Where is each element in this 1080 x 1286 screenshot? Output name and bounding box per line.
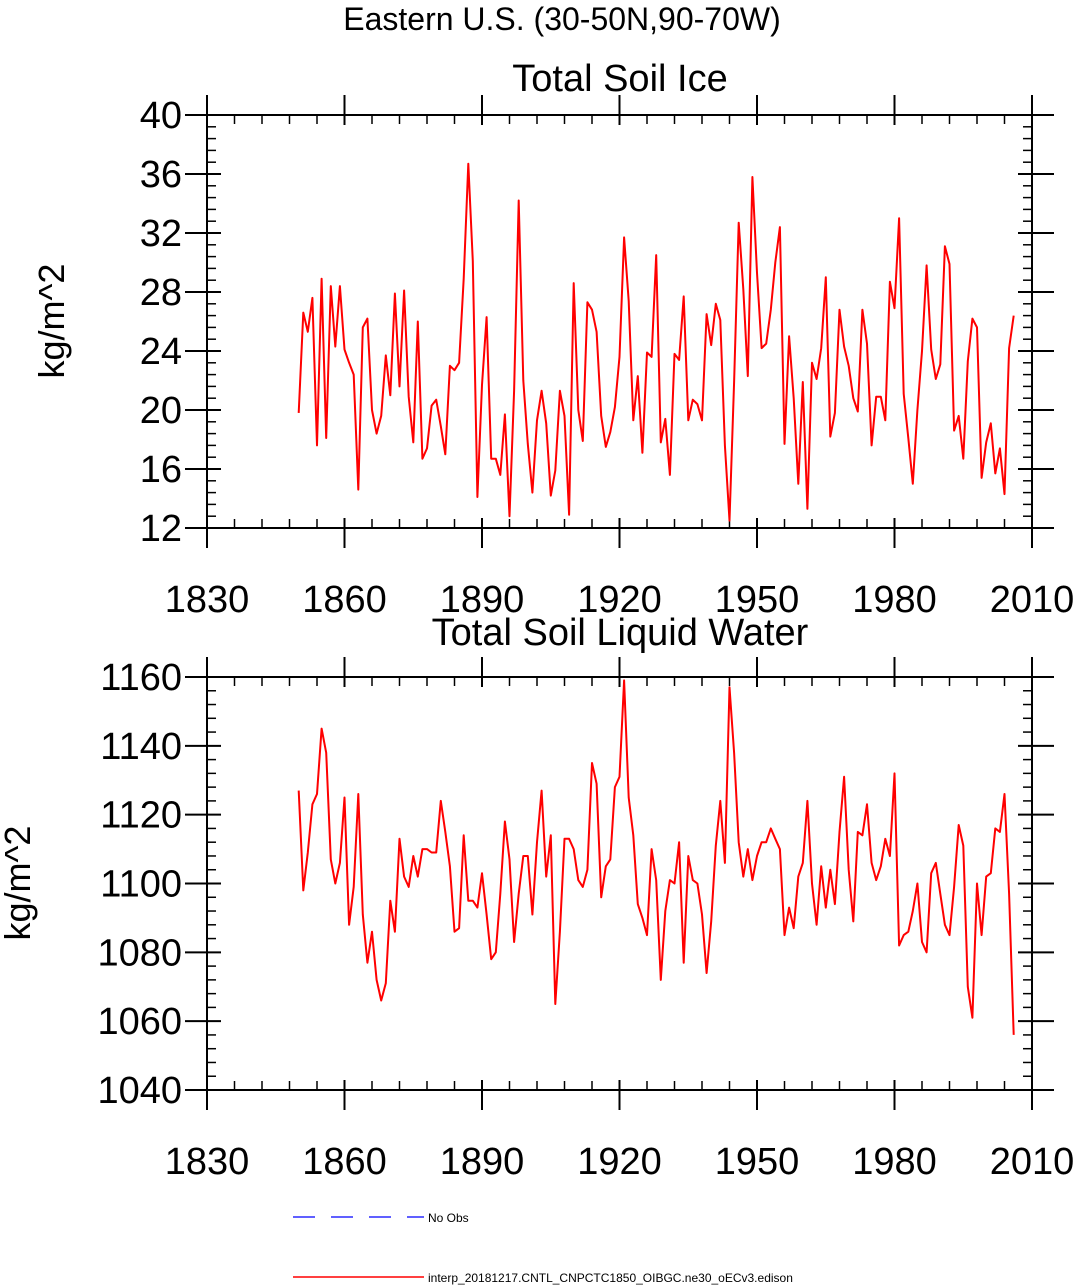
soil-liquid-water-y-tick-label: 1080 [97, 932, 182, 974]
soil-ice-y-tick-label: 28 [140, 272, 182, 314]
soil-ice-x-tick-label: 1890 [440, 579, 525, 621]
soil-liquid-water-x-tick-label: 1830 [165, 1141, 250, 1183]
soil-ice-ylabel: kg/m^2 [31, 264, 72, 379]
soil-liquid-water-y-tick-label: 1040 [97, 1070, 182, 1112]
soil-ice-y-tick-label: 20 [140, 390, 182, 432]
soil-liquid-water-y-tick-label: 1100 [100, 864, 182, 906]
soil-liquid-water-x-tick-label: 1890 [440, 1141, 525, 1183]
soil-ice-x-tick-label: 1920 [577, 579, 662, 621]
legend-obs-label: No Obs [428, 1211, 469, 1225]
soil-liquid-water-tick-labels: 1830 1860 1890 1920 1950 1980 2010 1040 1060 1080… [97, 657, 1074, 1183]
soil-liquid-water-x-tick-label: 1950 [715, 1141, 800, 1183]
soil-liquid-water-ylabel: kg/m^2 [0, 826, 38, 941]
soil-ice-plot-frame [206, 114, 1033, 529]
soil-ice-y-tick-label: 40 [140, 95, 182, 137]
soil-liquid-water-y-tick-label: 1160 [100, 657, 182, 699]
soil-ice-title: Total Soil Ice [512, 58, 727, 100]
soil-liquid-water-x-tick-label: 2010 [990, 1141, 1075, 1183]
figure-title: Eastern U.S. (30-50N,90-70W) [343, 1, 781, 37]
legend: No Obs interp_20181217.CNTL_CNPCTC1850_O… [293, 1211, 793, 1285]
soil-ice-tick-labels: 1830 1860 1890 1920 1950 1980 2010 12 16 20 24 28 32… [140, 95, 1075, 621]
soil-ice-x-tick-label: 2010 [990, 579, 1075, 621]
soil-liquid-water-y-tick-label: 1140 [100, 726, 182, 768]
soil-ice-x-tick-label: 1830 [165, 579, 250, 621]
soil-liquid-water-title: Total Soil Liquid Water [432, 612, 809, 654]
soil-ice-y-tick-label: 24 [140, 331, 182, 373]
soil-liquid-water-x-tick-label: 1980 [852, 1141, 937, 1183]
soil-liquid-water-x-tick-label: 1920 [577, 1141, 662, 1183]
soil-liquid-water-y-tick-label: 1060 [97, 1001, 182, 1043]
soil-liquid-water-y-tick-label: 1120 [100, 795, 182, 837]
soil-liquid-water-series-line [297, 679, 1015, 1035]
soil-ice-y-tick-label: 16 [140, 449, 182, 491]
soil-liquid-water-x-tick-label: 1860 [302, 1141, 387, 1183]
soil-ice-x-tick-label: 1860 [302, 579, 387, 621]
soil-liquid-water-ticks [185, 657, 1054, 1110]
legend-model-label: interp_20181217.CNTL_CNPCTC1850_OIBGC.ne… [428, 1271, 793, 1285]
soil-ice-x-tick-label: 1950 [715, 579, 800, 621]
soil-liquid-water-plot-frame [206, 676, 1033, 1091]
soil-ice-series-line [297, 162, 1015, 522]
soil-liquid-water-panel: Total Soil Liquid Water kg/m^2 1830 1860 1… [0, 612, 1074, 1183]
soil-ice-y-tick-label: 36 [140, 154, 182, 196]
soil-ice-y-tick-label: 32 [140, 213, 182, 255]
soil-ice-panel: Total Soil Ice kg/m^2 1830 1860 1890 1920 19… [31, 58, 1074, 621]
soil-ice-x-tick-label: 1980 [852, 579, 937, 621]
soil-ice-y-tick-label: 12 [140, 508, 182, 550]
